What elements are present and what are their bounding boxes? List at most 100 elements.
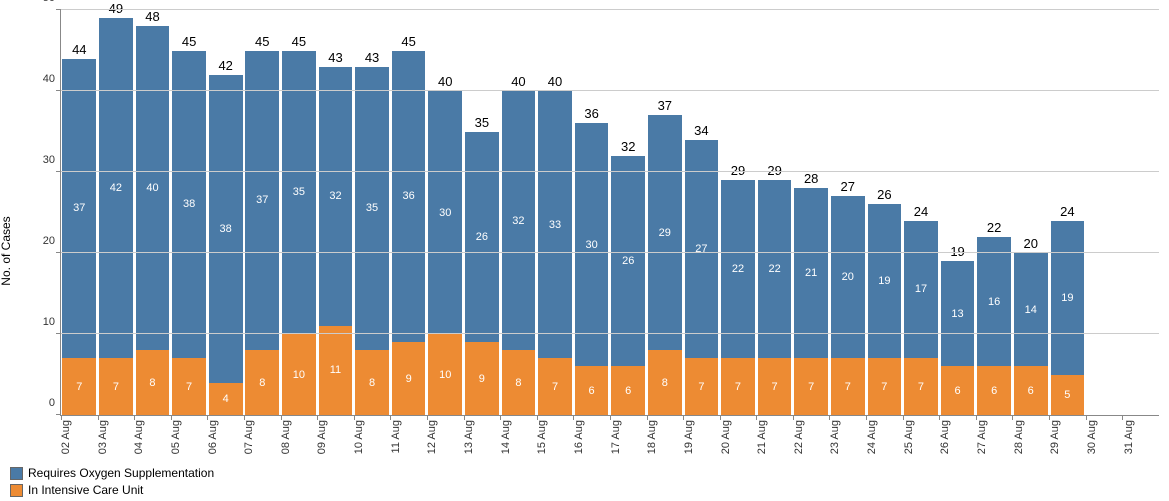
bar-value-icu: 7 <box>552 381 558 393</box>
bar-segment-oxy: 27 <box>685 140 719 359</box>
xtick: 09 Aug <box>316 416 353 456</box>
xtick: 25 Aug <box>903 416 940 456</box>
bar-total-label: 40 <box>511 74 525 91</box>
bar-value-icu: 9 <box>406 373 412 385</box>
bar-group: 62632 <box>610 10 647 415</box>
bar-total-label: 34 <box>694 123 708 140</box>
bar-value-oxy: 37 <box>73 202 85 214</box>
ytick-label: 50 <box>43 0 61 4</box>
gridline <box>61 333 1159 334</box>
bar-total-label: 43 <box>365 50 379 67</box>
legend-item-oxy: Requires Oxygen Supplementation <box>10 466 214 480</box>
bar-group: 7 2734 <box>683 10 720 415</box>
bar-segment-icu: 5 <box>1051 375 1085 416</box>
bar-value-oxy: 40 <box>146 182 158 194</box>
bar-segment-icu: 8 <box>648 350 682 415</box>
bar-stack: 63036 <box>575 123 609 415</box>
bar-group: 72229 <box>720 10 757 415</box>
bar-group: 74249 <box>98 10 135 415</box>
bar-segment-oxy: 33 <box>538 91 572 358</box>
xtick: 28 Aug <box>1013 416 1050 456</box>
bar-value-icu: 7 <box>918 381 924 393</box>
bar-stack: 73744 <box>62 59 96 415</box>
bar-group: 72027 <box>829 10 866 415</box>
bar-segment-icu: 7 <box>99 358 133 415</box>
legend-label-icu: In Intensive Care Unit <box>28 483 143 497</box>
bar-value-oxy: 22 <box>768 263 780 275</box>
xtick: 21 Aug <box>756 416 793 456</box>
xtick-label: 10 Aug <box>353 420 365 454</box>
xtick: 05 Aug <box>170 416 207 456</box>
xtick-label: 12 Aug <box>426 420 438 454</box>
bar-value-oxy: 32 <box>329 190 341 202</box>
bar-segment-oxy: 13 <box>941 261 975 366</box>
bar-stack: 73845 <box>172 51 206 415</box>
bar-value-icu: 7 <box>698 381 704 393</box>
xtick: 30 Aug <box>1086 416 1123 456</box>
xtick-label: 14 Aug <box>500 420 512 454</box>
bar-group: 73845 <box>171 10 208 415</box>
bar-total-label: 26 <box>877 187 891 204</box>
bar-segment-oxy: 14 <box>1014 253 1048 366</box>
bar-stack: 61622 <box>977 237 1011 415</box>
bar-segment-oxy: 26 <box>611 156 645 367</box>
xtick-label: 31 Aug <box>1123 420 1135 454</box>
bar-total-label: 45 <box>292 34 306 51</box>
bar-total-label: 36 <box>584 106 598 123</box>
xtick: 26 Aug <box>939 416 976 456</box>
xtick: 19 Aug <box>683 416 720 456</box>
bar-segment-oxy: 19 <box>868 204 902 358</box>
bar-stack: 93645 <box>392 51 426 415</box>
bar-total-label: 45 <box>182 34 196 51</box>
xtick-label: 29 Aug <box>1049 420 1061 454</box>
xtick: 31 Aug <box>1123 416 1160 456</box>
bar-stack: 83745 <box>245 51 279 415</box>
xtick: 10 Aug <box>353 416 390 456</box>
bar-group: 73340 <box>537 10 574 415</box>
bar-value-oxy: 16 <box>988 296 1000 308</box>
bar-value-icu: 9 <box>479 373 485 385</box>
bar-segment-icu: 11 <box>319 326 353 415</box>
y-axis-label: No. of Cases <box>0 216 13 285</box>
bar-value-icu: 7 <box>186 381 192 393</box>
bar-group: 83240 <box>500 10 537 415</box>
bar-segment-oxy: 35 <box>282 51 316 335</box>
xtick-label: 28 Aug <box>1013 420 1025 454</box>
bar-segment-icu: 7 <box>685 358 719 415</box>
xtick: 04 Aug <box>133 416 170 456</box>
xtick: 03 Aug <box>97 416 134 456</box>
bar-stack: 71724 <box>904 221 938 415</box>
bar-total-label: 44 <box>72 42 86 59</box>
bar-segment-icu: 9 <box>465 342 499 415</box>
ytick-mark <box>56 171 61 172</box>
xtick-label: 17 Aug <box>610 420 622 454</box>
bar-segment-oxy: 36 <box>392 51 426 343</box>
ytick-mark <box>56 9 61 10</box>
xtick: 12 Aug <box>426 416 463 456</box>
bar-segment-icu: 7 <box>904 358 938 415</box>
bar-value-oxy: 26 <box>622 255 634 267</box>
bar-segment-icu: 8 <box>245 350 279 415</box>
bar-value-icu: 8 <box>259 377 265 389</box>
bar-value-icu: 8 <box>369 377 375 389</box>
bar-stack: 43842 <box>209 75 243 415</box>
xtick: 06 Aug <box>207 416 244 456</box>
bar-value-oxy: 30 <box>585 239 597 251</box>
bar-segment-oxy: 37 <box>62 59 96 359</box>
bar-group: 83543 <box>354 10 391 415</box>
bar-value-oxy: 35 <box>293 186 305 198</box>
bar-stack: 61319 <box>941 261 975 415</box>
bar-group: 113243 <box>317 10 354 415</box>
xtick-label: 20 Aug <box>720 420 732 454</box>
xtick: 18 Aug <box>646 416 683 456</box>
bar-segment-icu: 4 <box>209 383 243 415</box>
bar-segment-oxy: 16 <box>977 237 1011 367</box>
bar-value-icu: 7 <box>113 381 119 393</box>
bar-total-label: 20 <box>1024 236 1038 253</box>
xtick-label: 05 Aug <box>170 420 182 454</box>
bar-stack: 73340 <box>538 91 572 415</box>
bar-group <box>1086 10 1123 415</box>
xtick: 20 Aug <box>720 416 757 456</box>
plot-area: 7374474249840487384543842837451035451132… <box>60 10 1159 416</box>
bar-stack: 61420 <box>1014 253 1048 415</box>
